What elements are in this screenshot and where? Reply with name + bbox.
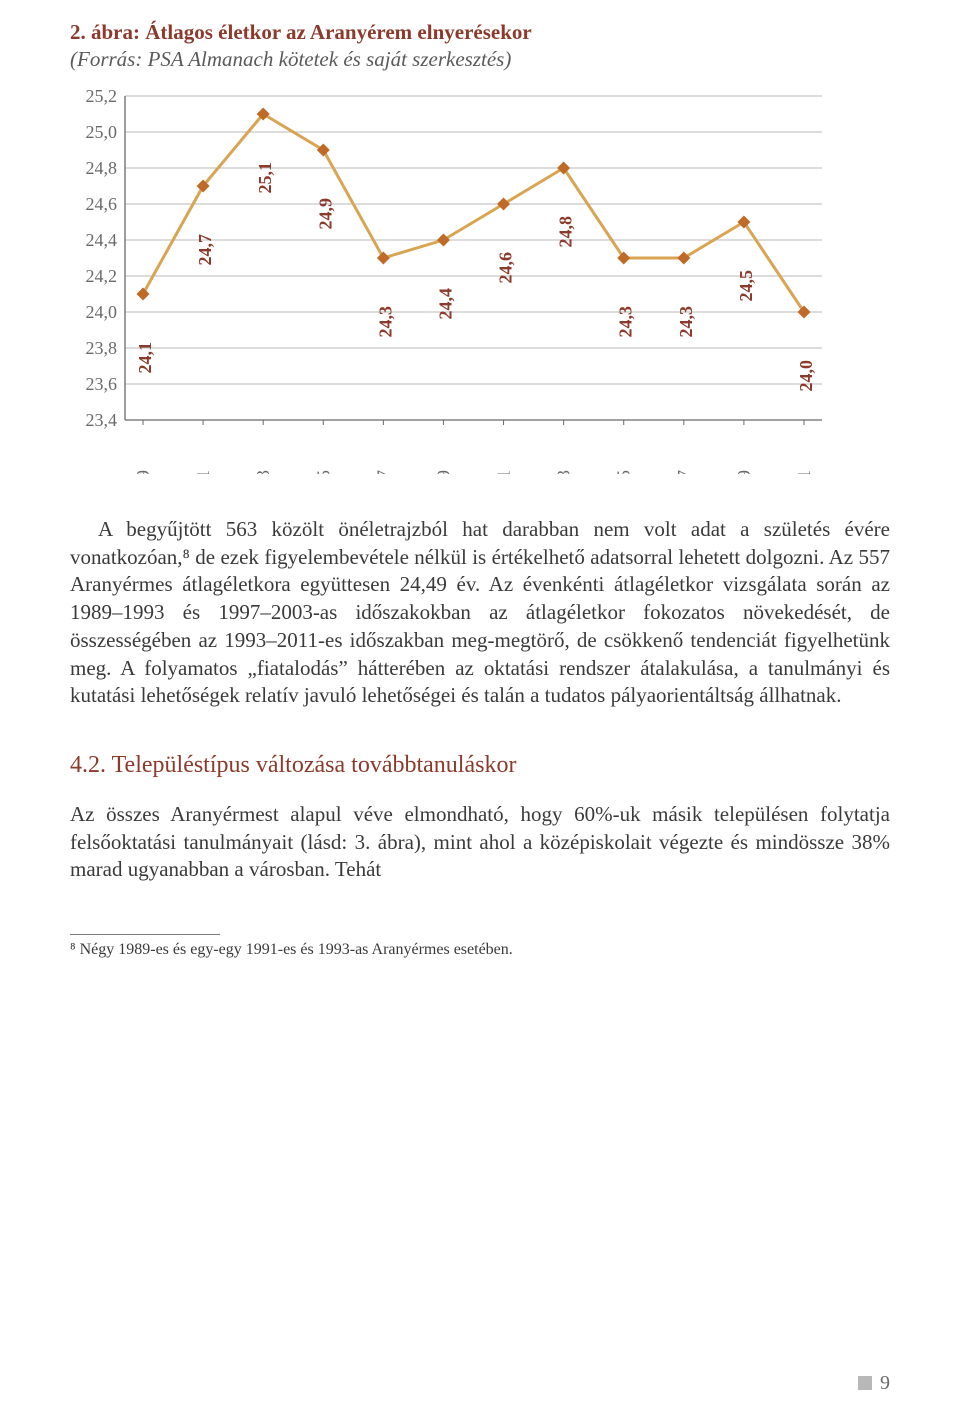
data-label: 24,3 bbox=[616, 306, 636, 338]
paragraph-2: Az összes Aranyérmest alapul véve elmond… bbox=[70, 801, 890, 884]
data-label: 24,8 bbox=[556, 216, 576, 248]
data-label: 24,3 bbox=[676, 306, 696, 338]
data-label: 24,7 bbox=[195, 234, 215, 266]
x-tick-label: 1993 bbox=[253, 470, 273, 474]
x-tick-label: 2001 bbox=[494, 470, 514, 474]
body-text: A begyűjtött 563 közölt önéletrajzból ha… bbox=[70, 516, 890, 710]
page-number: 9 bbox=[880, 1372, 890, 1394]
x-tick-label: 1995 bbox=[313, 470, 333, 474]
chart-title-prefix: 2. ábra: bbox=[70, 20, 140, 44]
svg-text:23,8: 23,8 bbox=[86, 338, 118, 358]
data-label: 24,3 bbox=[375, 306, 395, 338]
x-tick-label: 2007 bbox=[674, 470, 694, 474]
data-label: 24,0 bbox=[796, 360, 816, 392]
svg-text:24,0: 24,0 bbox=[86, 302, 118, 322]
data-label: 24,9 bbox=[315, 198, 335, 230]
chart-svg: 23,4 23,6 23,8 24,0 24,2 24,4 24,6 24,8 25,0 25,2… bbox=[70, 84, 830, 474]
chart-title-rest: Átlagos életkor az Aranyérem elnyeréseko… bbox=[140, 20, 532, 44]
x-tick-label: 2003 bbox=[554, 470, 574, 474]
chart-subtitle: (Forrás: PSA Almanach kötetek és saját s… bbox=[70, 47, 890, 72]
paragraph-1: A begyűjtött 563 közölt önéletrajzból ha… bbox=[70, 516, 890, 710]
data-label: 24,6 bbox=[496, 252, 516, 284]
x-tick-label: 2009 bbox=[734, 470, 754, 474]
svg-text:24,2: 24,2 bbox=[86, 266, 118, 286]
body-text-2: Az összes Aranyérmest alapul véve elmond… bbox=[70, 801, 890, 884]
footnote-rule bbox=[70, 934, 220, 935]
data-label: 25,1 bbox=[255, 162, 275, 194]
svg-text:23,4: 23,4 bbox=[86, 410, 118, 430]
line-chart: 23,4 23,6 23,8 24,0 24,2 24,4 24,6 24,8 25,0 25,2… bbox=[70, 84, 890, 474]
svg-text:25,2: 25,2 bbox=[86, 86, 118, 106]
x-tick-label: 1997 bbox=[373, 470, 393, 474]
svg-text:24,8: 24,8 bbox=[86, 158, 118, 178]
data-label: 24,1 bbox=[135, 342, 155, 374]
x-tick-label: 1999 bbox=[433, 470, 453, 474]
svg-text:24,6: 24,6 bbox=[86, 194, 118, 214]
page-footer-square-icon bbox=[858, 1376, 872, 1390]
section-heading: 4.2. Településtípus változása továbbtanu… bbox=[70, 752, 890, 779]
data-label: 24,4 bbox=[435, 288, 455, 320]
x-tick-label: 2011 bbox=[794, 470, 814, 474]
x-tick-label: 1991 bbox=[193, 470, 213, 474]
footnote: ⁸ Négy 1989-es és egy-egy 1991-es és 199… bbox=[70, 941, 890, 959]
page-footer: 9 bbox=[858, 1372, 890, 1395]
data-label: 24,5 bbox=[736, 270, 756, 302]
x-tick-label: 1989 bbox=[133, 470, 153, 474]
svg-text:24,4: 24,4 bbox=[86, 230, 118, 250]
chart-title: 2. ábra: Átlagos életkor az Aranyérem el… bbox=[70, 20, 890, 45]
svg-text:23,6: 23,6 bbox=[86, 374, 118, 394]
svg-text:25,0: 25,0 bbox=[86, 122, 118, 142]
x-tick-label: 2005 bbox=[614, 470, 634, 474]
